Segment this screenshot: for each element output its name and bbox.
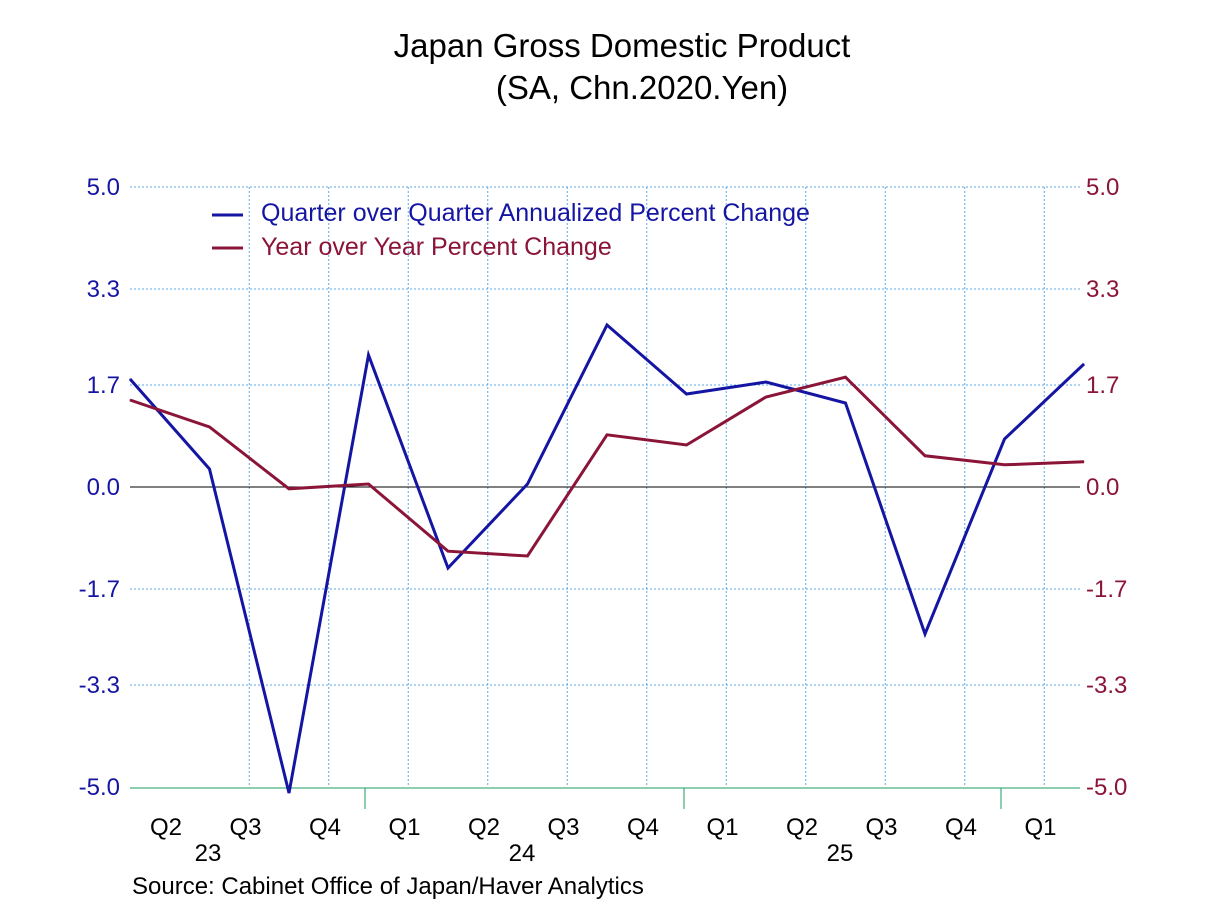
data-point — [447, 567, 449, 569]
legend-label-yoy: Year over Year Percent Change — [261, 233, 612, 261]
data-point — [209, 468, 210, 470]
data-point — [368, 354, 369, 356]
data-point — [447, 550, 449, 552]
data-point — [129, 378, 131, 380]
y-tick-label-right: 0.0 — [1086, 474, 1119, 501]
data-point — [765, 396, 767, 398]
x-tick-label-year: 23 — [195, 840, 222, 867]
data-point — [129, 399, 131, 401]
x-tick-label-year: 24 — [509, 840, 536, 867]
y-tick-label-left: 3.3 — [87, 276, 120, 303]
chart-title: Japan Gross Domestic Product — [394, 27, 851, 64]
data-point — [606, 324, 608, 326]
data-point — [1083, 363, 1085, 365]
data-point — [527, 483, 528, 485]
x-tick-label-quarter: Q1 — [388, 814, 420, 841]
y-tick-label-left: 1.7 — [87, 372, 120, 399]
y-tick-label-right: 3.3 — [1086, 276, 1119, 303]
x-tick-label-quarter: Q2 — [468, 814, 500, 841]
data-point — [924, 455, 926, 457]
data-point — [924, 633, 926, 635]
series-line-yoy — [129, 375, 1085, 558]
y-tick-label-left: -5.0 — [79, 774, 120, 801]
y-tick-label-right: 1.7 — [1086, 372, 1119, 399]
data-point — [288, 792, 290, 794]
data-point — [606, 434, 608, 436]
x-tick-label-year: 25 — [827, 840, 854, 867]
x-tick-label-quarter: Q2 — [150, 814, 182, 841]
x-tick-label-quarter: Q4 — [945, 814, 977, 841]
data-point — [765, 381, 767, 383]
data-point — [686, 444, 687, 446]
data-point — [288, 488, 290, 490]
data-point — [527, 555, 528, 557]
legend: Quarter over Quarter Annualized Percent … — [212, 199, 810, 261]
chart-subtitle: (SA, Chn.2020.Yen) — [496, 69, 788, 106]
data-point — [845, 402, 846, 404]
x-tick-label-quarter: Q2 — [786, 814, 818, 841]
series-line-qoq — [128, 322, 1086, 794]
series-lines — [128, 322, 1086, 794]
x-tick-label-quarter: Q3 — [229, 814, 261, 841]
axes — [130, 486, 1080, 809]
data-point — [686, 393, 687, 395]
y-tick-label-right: 5.0 — [1086, 174, 1119, 201]
y-tick-label-left: 0.0 — [87, 474, 120, 501]
y-tick-label-right: -1.7 — [1086, 576, 1127, 603]
data-point — [1004, 464, 1005, 466]
x-tick-label-quarter: Q4 — [309, 814, 341, 841]
tick-labels: 5.0 5.0 3.3 3.3 1.7 1.7 0.0 0.0 -1.7 -1.7 -3.3 -3.3… — [79, 174, 1128, 867]
y-tick-label-right: -3.3 — [1086, 672, 1127, 699]
data-point — [1083, 461, 1085, 463]
source-note: Source: Cabinet Office of Japan/Haver An… — [132, 873, 644, 900]
y-tick-label-left: -3.3 — [79, 672, 120, 699]
data-point — [845, 376, 846, 378]
legend-label-qoq: Quarter over Quarter Annualized Percent … — [261, 199, 810, 227]
y-tick-label-left: -1.7 — [79, 576, 120, 603]
x-tick-label-quarter: Q1 — [706, 814, 738, 841]
y-tick-label-left: 5.0 — [87, 174, 120, 201]
data-point — [368, 483, 369, 485]
y-tick-label-right: -5.0 — [1086, 774, 1127, 801]
x-tick-label-quarter: Q3 — [865, 814, 897, 841]
x-tick-label-quarter: Q1 — [1024, 814, 1056, 841]
x-tick-label-quarter: Q4 — [627, 814, 659, 841]
data-point — [1004, 438, 1005, 440]
x-tick-label-quarter: Q3 — [547, 814, 579, 841]
data-point — [209, 426, 210, 428]
